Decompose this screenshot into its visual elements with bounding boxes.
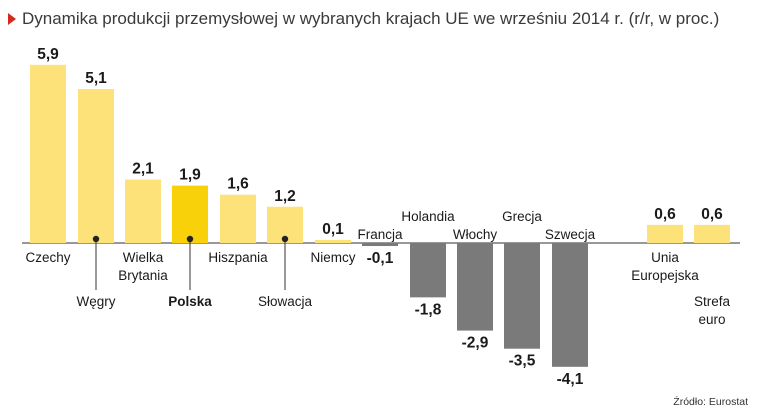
category-label: Polska [168, 294, 212, 309]
category-label: Słowacja [258, 294, 313, 309]
category-label: Hiszpania [208, 250, 268, 265]
category-label: Włochy [453, 227, 498, 242]
bar [362, 243, 398, 247]
data-label: -0,1 [367, 250, 394, 267]
category-label: Szwecja [545, 227, 596, 242]
data-label: -3,5 [509, 353, 536, 370]
bar [552, 243, 588, 367]
bar [410, 243, 446, 298]
category-label: Węgry [76, 294, 115, 309]
chart-title: Dynamika produkcji przemysłowej w wybran… [22, 9, 720, 28]
title-arrow-icon [8, 13, 16, 25]
category-label: Strefa euro [694, 294, 731, 327]
category-label: Czechy [25, 250, 70, 265]
data-label: 2,1 [132, 161, 154, 178]
bar [315, 239, 351, 243]
bar [30, 64, 66, 243]
leader-dot [281, 235, 289, 243]
data-label: 0,6 [654, 206, 676, 223]
category-label: Niemcy [310, 250, 355, 265]
bar [78, 88, 114, 243]
category-label: Francja [357, 227, 403, 242]
data-label: -1,8 [415, 301, 442, 318]
category-label: Unia Europejska [631, 250, 699, 283]
data-label: 1,6 [227, 176, 249, 193]
leader-dot [92, 235, 100, 243]
bar [125, 179, 161, 243]
bar [504, 243, 540, 349]
category-label: Holandia [401, 209, 455, 224]
data-label: 1,2 [274, 188, 296, 205]
data-label: 0,6 [701, 206, 723, 223]
data-label: 0,1 [322, 221, 344, 238]
data-label: 5,1 [85, 70, 107, 87]
bar [694, 224, 730, 243]
bar [457, 243, 493, 331]
data-label: -4,1 [557, 371, 584, 388]
bar [647, 224, 683, 243]
data-label: -2,9 [462, 335, 489, 352]
category-label: Wielka Brytania [118, 250, 168, 283]
bar [172, 185, 208, 243]
leader-dot [186, 235, 194, 243]
bar [220, 194, 256, 243]
data-label: 1,9 [179, 167, 201, 184]
title-row: Dynamika produkcji przemysłowej w wybran… [8, 6, 719, 32]
source-note: Źródło: Eurostat [673, 396, 748, 408]
category-label: Grecja [502, 209, 542, 224]
data-label: 5,9 [37, 46, 59, 63]
